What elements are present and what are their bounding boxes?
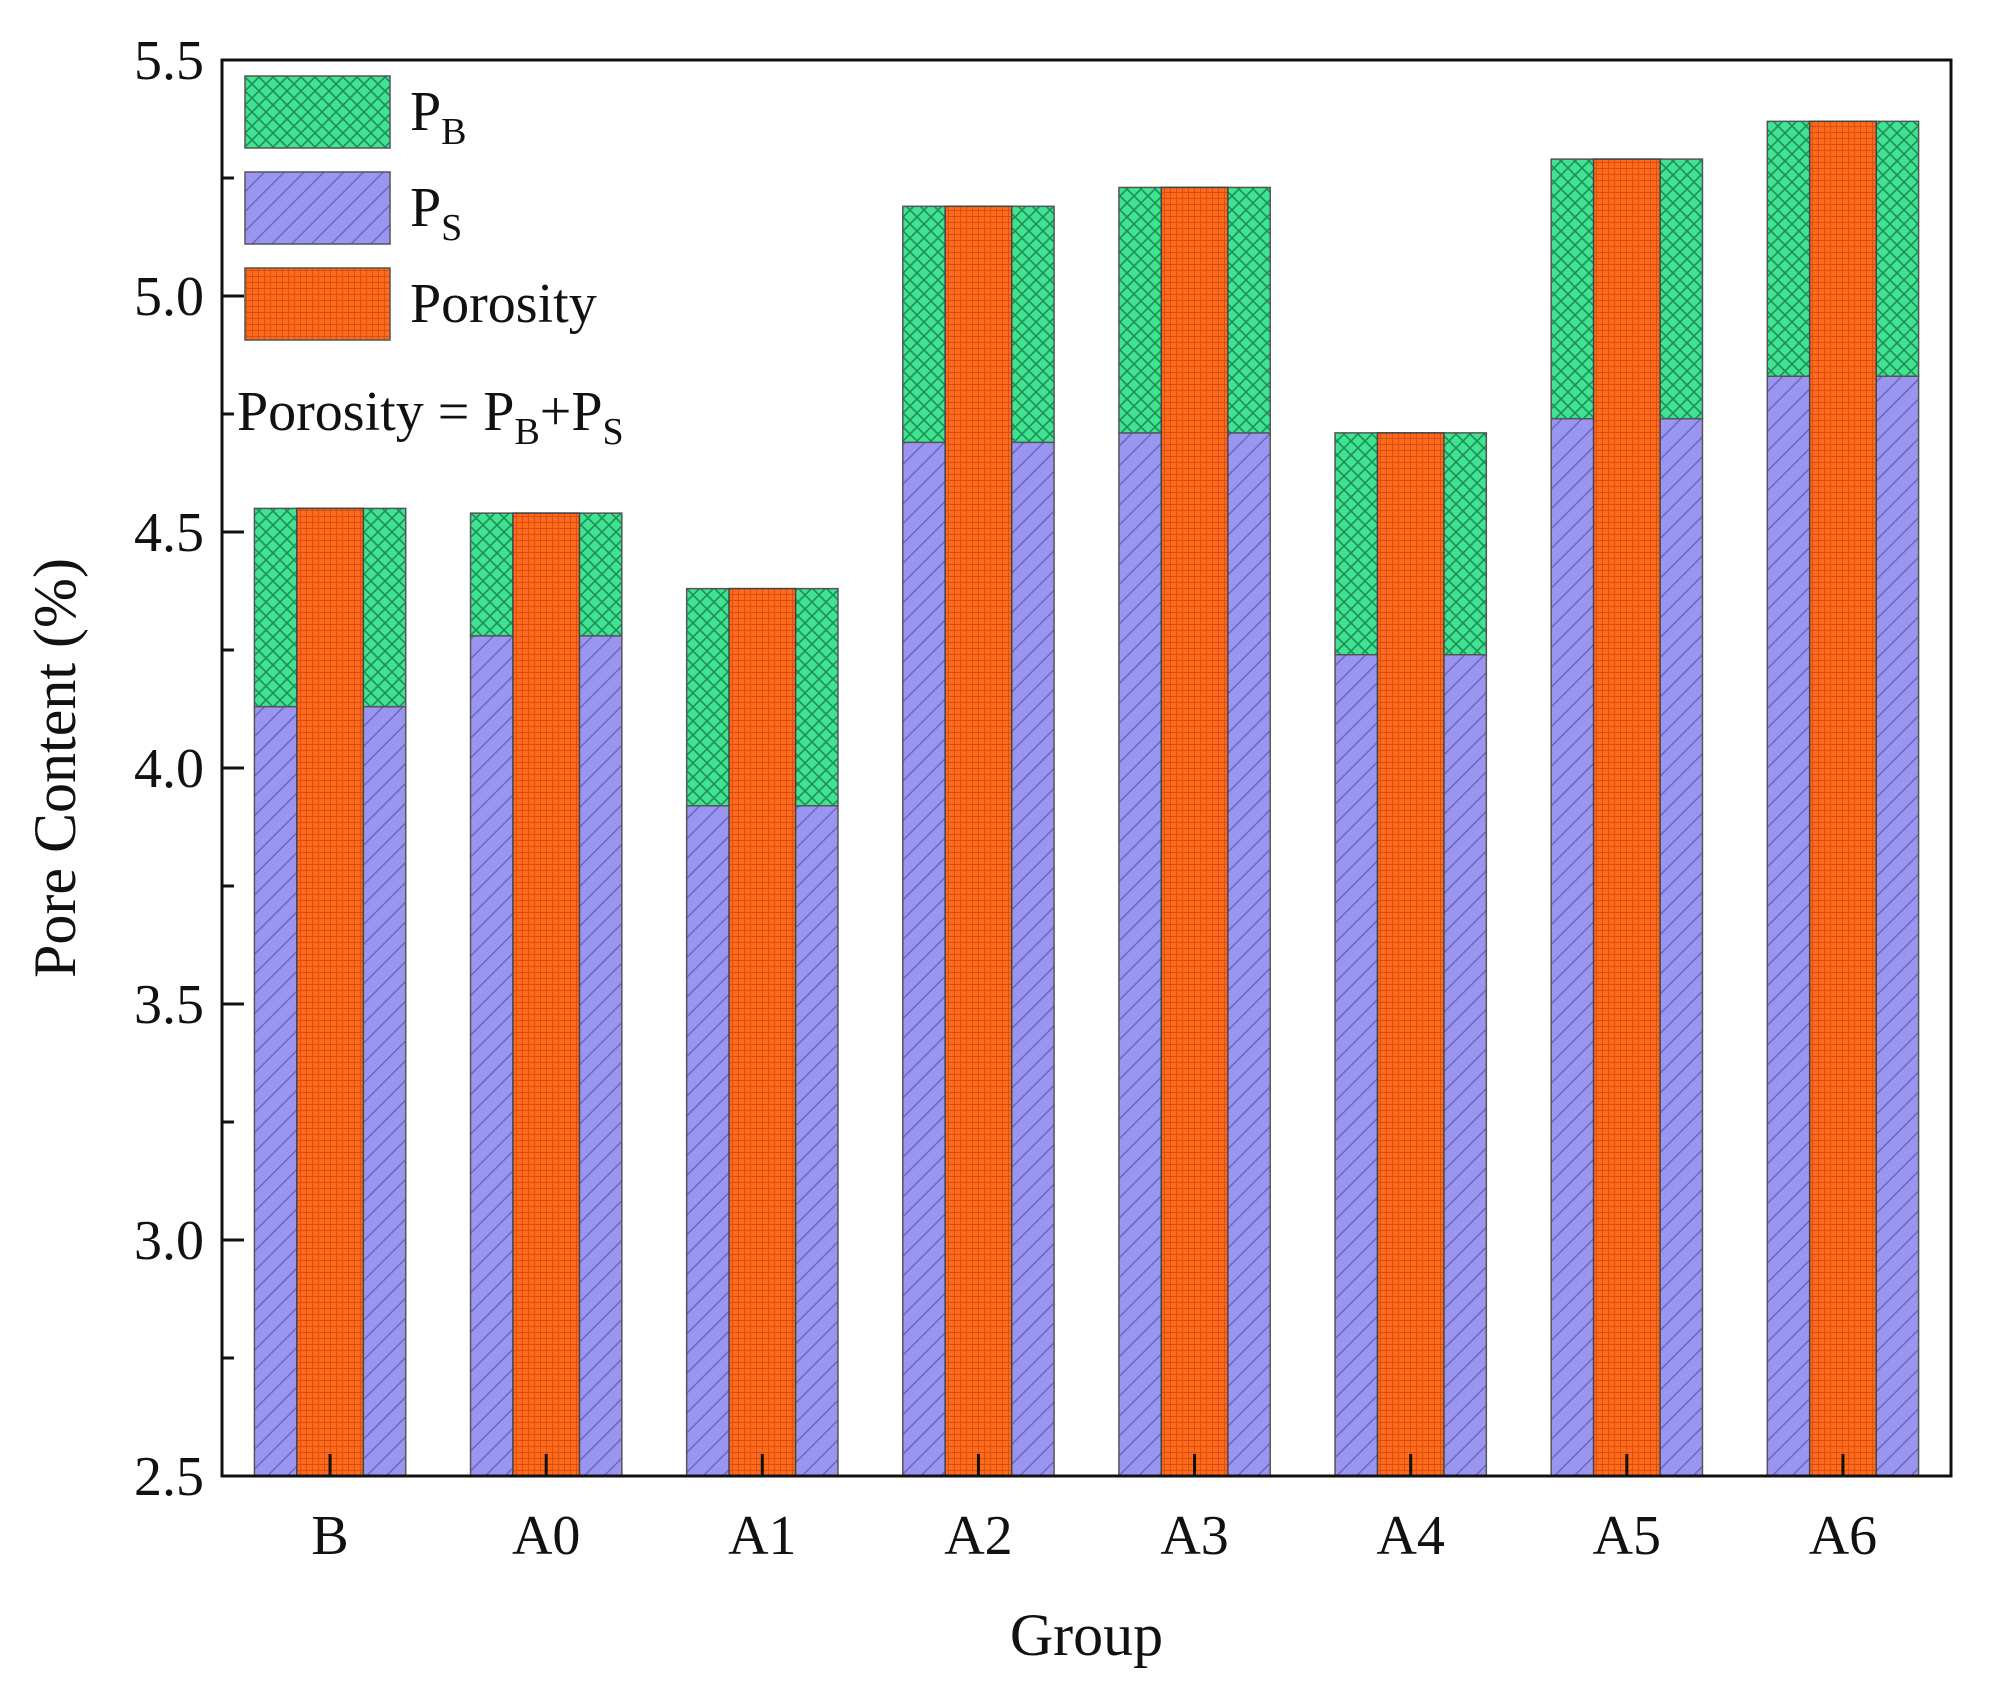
bar-porosity-A1 bbox=[728, 587, 797, 1477]
y-axis: 2.5 3.0 3.5 4.0 4.5 5.0 5.5 bbox=[134, 30, 244, 1508]
y-axis-title: Pore Content (%) bbox=[22, 558, 88, 978]
legend-swatch-ps bbox=[244, 171, 391, 245]
legend-swatch-pb bbox=[244, 75, 391, 149]
x-tick-label-B: B bbox=[311, 1505, 348, 1567]
x-tick-label-A1: A1 bbox=[728, 1505, 796, 1567]
x-axis-title: Group bbox=[1010, 1602, 1163, 1668]
x-tick-label-A2: A2 bbox=[944, 1505, 1012, 1567]
legend-label-pb: PB bbox=[410, 81, 467, 153]
y-tick-label: 5.5 bbox=[134, 30, 204, 92]
y-tick-label: 3.5 bbox=[134, 974, 204, 1036]
bar-porosity-B bbox=[296, 507, 365, 1477]
x-tick-label-A6: A6 bbox=[1809, 1505, 1877, 1567]
x-tick-label-A0: A0 bbox=[512, 1505, 580, 1567]
legend: PB PS Porosity Porosity = PB+PS bbox=[237, 75, 624, 453]
x-axis: B A0 A1 A2 A3 A4 A5 A6 bbox=[311, 1454, 1877, 1567]
legend-label-porosity: Porosity bbox=[410, 273, 597, 335]
y-tick-label: 3.0 bbox=[134, 1210, 204, 1272]
x-tick-label-A3: A3 bbox=[1160, 1505, 1228, 1567]
bar-porosity-A5 bbox=[1592, 158, 1661, 1477]
porosity-formula: Porosity = PB+PS bbox=[237, 381, 624, 453]
legend-label-ps: PS bbox=[410, 177, 462, 249]
bar-porosity-A3 bbox=[1160, 186, 1229, 1477]
y-tick-label: 4.0 bbox=[134, 738, 204, 800]
bar-porosity-A4 bbox=[1376, 432, 1445, 1477]
y-tick-label: 2.5 bbox=[134, 1446, 204, 1508]
legend-swatch-porosity bbox=[244, 267, 391, 341]
x-tick-label-A4: A4 bbox=[1376, 1505, 1444, 1567]
bar-porosity-A2 bbox=[944, 205, 1013, 1477]
bar-porosity-A6 bbox=[1808, 120, 1877, 1477]
x-tick-label-A5: A5 bbox=[1593, 1505, 1661, 1567]
y-tick-label: 5.0 bbox=[134, 266, 204, 328]
bar-porosity-A0 bbox=[512, 512, 581, 1477]
y-tick-label: 4.5 bbox=[134, 502, 204, 564]
bars-layer bbox=[253, 120, 1920, 1477]
